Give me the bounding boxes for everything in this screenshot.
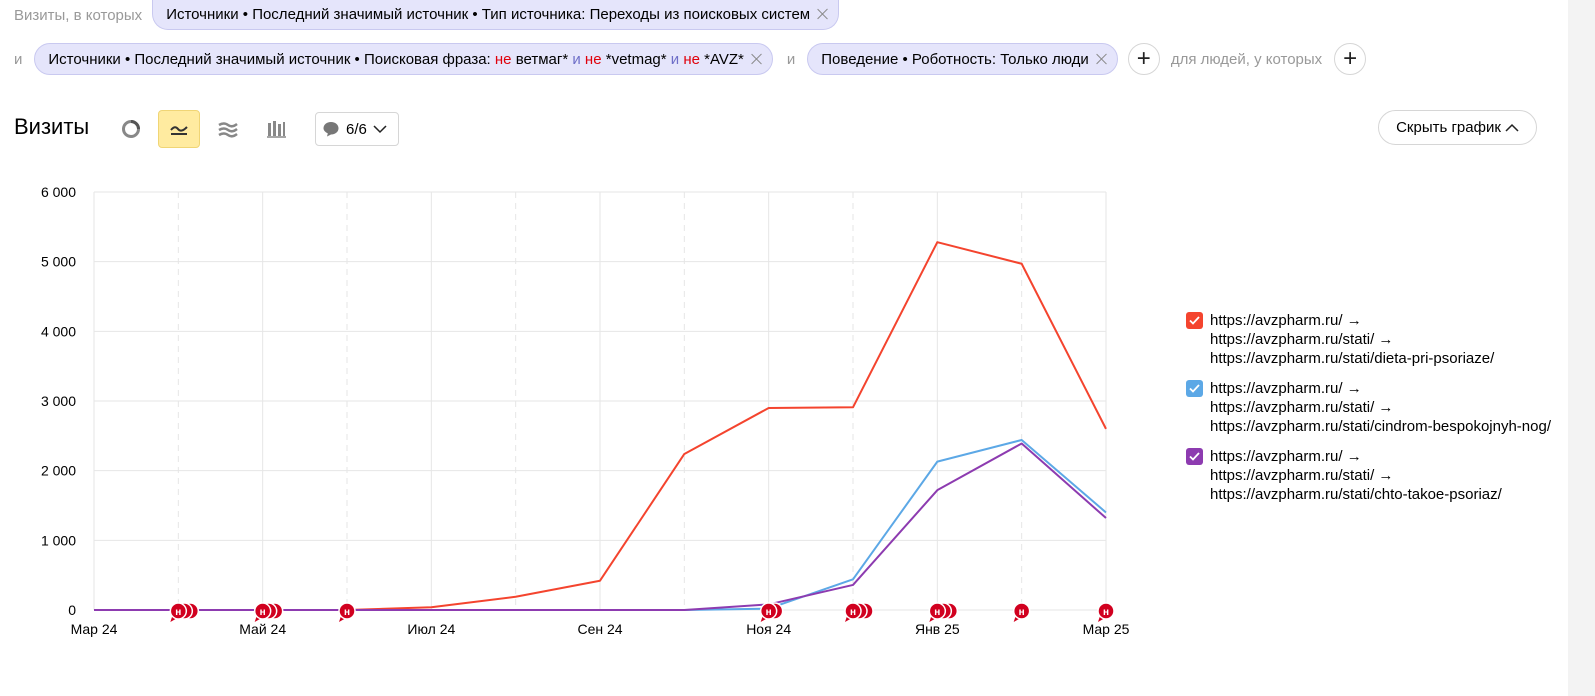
scrollbar[interactable]: [1568, 0, 1595, 696]
filter-chip-label: Источники • Последний значимый источник …: [166, 5, 811, 23]
chart-legend: https://avzpharm.ru/ → https://avzpharm.…: [1186, 311, 1586, 515]
filter-chip-search-phrase[interactable]: Источники • Последний значимый источник …: [34, 43, 773, 75]
y-tick-label: 3 000: [41, 393, 76, 409]
checkbox-checked-icon[interactable]: [1186, 312, 1203, 329]
y-tick-label: 5 000: [41, 254, 76, 270]
stacked-area-icon: [218, 122, 238, 138]
note-marker[interactable]: н: [1012, 602, 1031, 622]
close-icon[interactable]: [750, 52, 764, 66]
x-tick-label: Мар 24: [71, 621, 118, 637]
legend-item[interactable]: https://avzpharm.ru/ → https://avzpharm.…: [1186, 379, 1586, 436]
line-chart-button[interactable]: [158, 110, 200, 148]
close-icon[interactable]: [1095, 52, 1109, 66]
filter-chip-label: Источники • Последний значимый источник …: [48, 50, 744, 68]
comment-icon: [323, 122, 339, 137]
close-icon[interactable]: [816, 7, 830, 21]
y-tick-label: 0: [68, 602, 76, 618]
checkbox-checked-icon[interactable]: [1186, 380, 1203, 397]
note-marker[interactable]: н: [1097, 602, 1115, 622]
chevron-up-icon: [1505, 123, 1519, 132]
note-marker[interactable]: н: [928, 602, 959, 622]
note-marker-label: н: [260, 607, 266, 618]
pie-chart-button[interactable]: [110, 110, 152, 148]
hide-chart-label: Скрыть график: [1396, 119, 1501, 136]
note-marker-label: н: [850, 607, 856, 618]
area-chart-button[interactable]: [207, 110, 249, 148]
x-tick-label: Май 24: [239, 621, 286, 637]
note-marker[interactable]: н: [169, 602, 200, 622]
x-tick-label: Июл 24: [407, 621, 455, 637]
hide-chart-button[interactable]: Скрыть график: [1378, 110, 1537, 145]
chevron-down-icon: [373, 125, 387, 134]
and-connector: и: [786, 50, 796, 68]
note-marker[interactable]: н: [253, 602, 284, 622]
line-chart-icon: [170, 126, 188, 135]
notes-count: 6/6: [346, 120, 367, 138]
add-people-condition-button[interactable]: +: [1334, 43, 1367, 75]
note-marker[interactable]: н: [759, 602, 784, 622]
add-visit-condition-button[interactable]: +: [1127, 43, 1160, 75]
note-marker-label: н: [1103, 607, 1109, 618]
filter-chip-source-type[interactable]: Источники • Последний значимый источник …: [152, 0, 840, 30]
checkbox-checked-icon[interactable]: [1186, 448, 1203, 465]
bar-chart-button[interactable]: [255, 110, 297, 148]
y-tick-label: 2 000: [41, 463, 76, 479]
people-filter-label: для людей, у которых: [1170, 50, 1323, 68]
pie-chart-icon: [122, 120, 140, 138]
x-tick-label: Сен 24: [577, 621, 622, 637]
note-marker-label: н: [1019, 607, 1025, 618]
note-marker-label: н: [934, 607, 940, 618]
x-tick-label: Мар 25: [1083, 621, 1130, 637]
and-connector: и: [14, 50, 23, 68]
x-tick-label: Янв 25: [915, 621, 960, 637]
page-title: Визиты: [14, 114, 90, 139]
legend-item[interactable]: https://avzpharm.ru/ → https://avzpharm.…: [1186, 311, 1586, 368]
x-tick-label: Ноя 24: [746, 621, 791, 637]
x-axis: Мар 24 Май 24 Июл 24 Сен 24 Ноя 24 Янв 25 Мар …: [71, 621, 1130, 637]
filter-chip-label: Поведение • Роботность: Только люди: [821, 50, 1089, 68]
note-marker-label: н: [344, 607, 350, 618]
y-tick-label: 1 000: [41, 532, 76, 548]
note-marker-label: н: [766, 607, 772, 618]
visits-filter-label: Визиты, в которых: [14, 6, 143, 24]
chart-grid: [93, 191, 1107, 611]
y-tick-label: 6 000: [41, 184, 76, 200]
note-marker[interactable]: н: [844, 602, 874, 622]
note-marker[interactable]: н: [338, 602, 356, 622]
y-tick-label: 4 000: [41, 323, 76, 339]
legend-item[interactable]: https://avzpharm.ru/ → https://avzpharm.…: [1186, 447, 1586, 504]
legend-label: https://avzpharm.ru/ → https://avzpharm.…: [1210, 448, 1502, 503]
legend-label: https://avzpharm.ru/ → https://avzpharm.…: [1210, 312, 1495, 367]
legend-label: https://avzpharm.ru/ → https://avzpharm.…: [1210, 380, 1551, 435]
note-marker-label: н: [175, 607, 181, 618]
segment-row-2: и Источники • Последний значимый источни…: [0, 43, 1367, 75]
column-chart-icon: [267, 121, 286, 138]
filter-chip-robots[interactable]: Поведение • Роботность: Только люди: [807, 43, 1118, 75]
notes-dropdown[interactable]: 6/6: [315, 112, 399, 146]
y-axis: 0 1 000 2 000 3 000 4 000 5 000 6 000: [41, 184, 76, 618]
segment-row-1: Визиты, в которых Источники • Последний …: [0, 0, 840, 30]
